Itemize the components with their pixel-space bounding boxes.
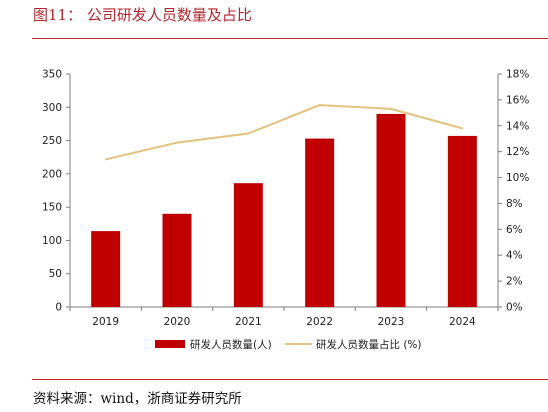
- source-rule: [32, 379, 548, 380]
- legend-label-line: 研发人员数量占比 (%): [316, 338, 422, 351]
- line-point: [247, 132, 250, 135]
- left-tick-label: 150: [42, 202, 62, 214]
- line-series: [104, 104, 464, 161]
- right-tick-label: 18%: [506, 69, 529, 81]
- left-tick-label: 200: [42, 168, 62, 180]
- source-note: 资料来源：wind，浙商证券研究所: [33, 391, 242, 407]
- bar-series: [91, 113, 477, 307]
- line-point: [176, 141, 178, 144]
- title-rule: [32, 38, 548, 39]
- bar: [91, 231, 121, 307]
- x-tick-label: 2021: [235, 316, 262, 328]
- line-path: [105, 104, 463, 161]
- bar: [233, 183, 263, 307]
- left-tick-label: 250: [42, 135, 62, 147]
- x-tick-label: 2024: [449, 316, 476, 328]
- right-tick-label: 6%: [506, 224, 523, 236]
- line-point: [104, 158, 107, 161]
- left-tick-label: 100: [42, 235, 62, 247]
- right-tick-label: 8%: [506, 198, 523, 210]
- bar: [376, 113, 406, 307]
- right-tick-label: 16%: [506, 94, 529, 106]
- tick-labels: 0 50 100 150 200 250 300 350 0% 2% 4% 6% 8% 10% 12% 14%…: [42, 69, 529, 329]
- right-tick-label: 12%: [506, 146, 529, 158]
- line-point: [461, 127, 464, 130]
- left-tick-label: 0: [55, 302, 62, 314]
- x-tick-label: 2019: [92, 316, 119, 328]
- left-tick-label: 50: [49, 268, 62, 280]
- chart-axes: [66, 73, 502, 311]
- line-point: [318, 104, 321, 106]
- figure-title: 图11： 公司研发人员数量及占比: [33, 6, 252, 24]
- x-tick-label: 2020: [164, 316, 191, 328]
- legend-swatch-bar: [155, 340, 185, 348]
- bar: [162, 213, 192, 307]
- left-tick-label: 350: [42, 69, 62, 81]
- bar: [305, 138, 335, 307]
- right-tick-label: 10%: [506, 172, 529, 184]
- line-point: [390, 108, 392, 110]
- x-tick-label: 2022: [306, 316, 333, 328]
- legend-label-bar: 研发人员数量(人): [190, 338, 272, 351]
- right-tick-label: 2%: [506, 276, 523, 288]
- right-tick-label: 4%: [506, 250, 523, 262]
- right-tick-label: 0%: [506, 302, 523, 314]
- right-tick-label: 14%: [506, 120, 529, 132]
- x-tick-label: 2023: [378, 316, 405, 328]
- chart-legend: 研发人员数量(人) 研发人员数量占比 (%): [155, 338, 422, 351]
- left-tick-label: 300: [42, 102, 62, 114]
- bar: [447, 135, 477, 307]
